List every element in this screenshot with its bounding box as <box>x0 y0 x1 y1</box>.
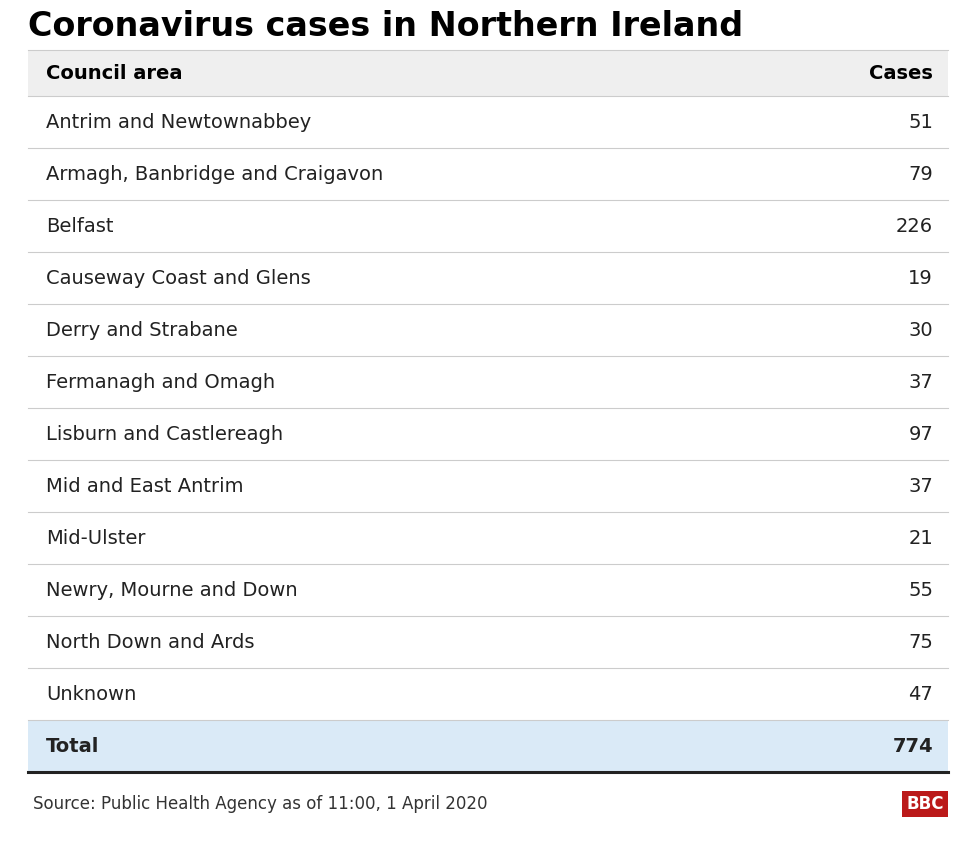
Text: Coronavirus cases in Northern Ireland: Coronavirus cases in Northern Ireland <box>28 10 743 43</box>
Bar <box>28 356 948 408</box>
Text: BBC: BBC <box>907 795 944 813</box>
Bar <box>28 50 948 96</box>
Text: Cases: Cases <box>869 64 933 82</box>
Text: 774: 774 <box>892 736 933 756</box>
Bar <box>902 791 948 817</box>
Text: 37: 37 <box>909 477 933 496</box>
Bar <box>28 408 948 460</box>
Text: Unknown: Unknown <box>46 684 137 704</box>
Text: Lisburn and Castlereagh: Lisburn and Castlereagh <box>46 424 283 444</box>
Bar <box>28 96 948 148</box>
Text: 226: 226 <box>896 217 933 235</box>
Text: 19: 19 <box>909 269 933 287</box>
Text: Derry and Strabane: Derry and Strabane <box>46 320 238 339</box>
Text: 97: 97 <box>909 424 933 444</box>
Text: Mid and East Antrim: Mid and East Antrim <box>46 477 243 496</box>
Bar <box>28 564 948 616</box>
Bar <box>28 252 948 304</box>
Text: Council area: Council area <box>46 64 183 82</box>
Text: Belfast: Belfast <box>46 217 113 235</box>
Text: 30: 30 <box>909 320 933 339</box>
Text: North Down and Ards: North Down and Ards <box>46 632 255 651</box>
Text: 21: 21 <box>909 529 933 547</box>
Text: 55: 55 <box>908 581 933 599</box>
Bar <box>28 512 948 564</box>
Bar <box>28 720 948 772</box>
Text: Armagh, Banbridge and Craigavon: Armagh, Banbridge and Craigavon <box>46 165 384 184</box>
Text: Newry, Mourne and Down: Newry, Mourne and Down <box>46 581 298 599</box>
Text: Source: Public Health Agency as of 11:00, 1 April 2020: Source: Public Health Agency as of 11:00… <box>33 795 487 813</box>
Text: Total: Total <box>46 736 100 756</box>
Text: Fermanagh and Omagh: Fermanagh and Omagh <box>46 372 275 392</box>
Bar <box>28 200 948 252</box>
Text: Causeway Coast and Glens: Causeway Coast and Glens <box>46 269 310 287</box>
Text: Antrim and Newtownabbey: Antrim and Newtownabbey <box>46 112 311 132</box>
Bar <box>28 616 948 668</box>
Text: 75: 75 <box>908 632 933 651</box>
Text: 37: 37 <box>909 372 933 392</box>
Bar <box>28 304 948 356</box>
Bar <box>28 460 948 512</box>
Text: 47: 47 <box>909 684 933 704</box>
Text: 79: 79 <box>909 165 933 184</box>
Text: Mid-Ulster: Mid-Ulster <box>46 529 145 547</box>
Bar <box>28 148 948 200</box>
Bar <box>28 668 948 720</box>
Text: 51: 51 <box>908 112 933 132</box>
